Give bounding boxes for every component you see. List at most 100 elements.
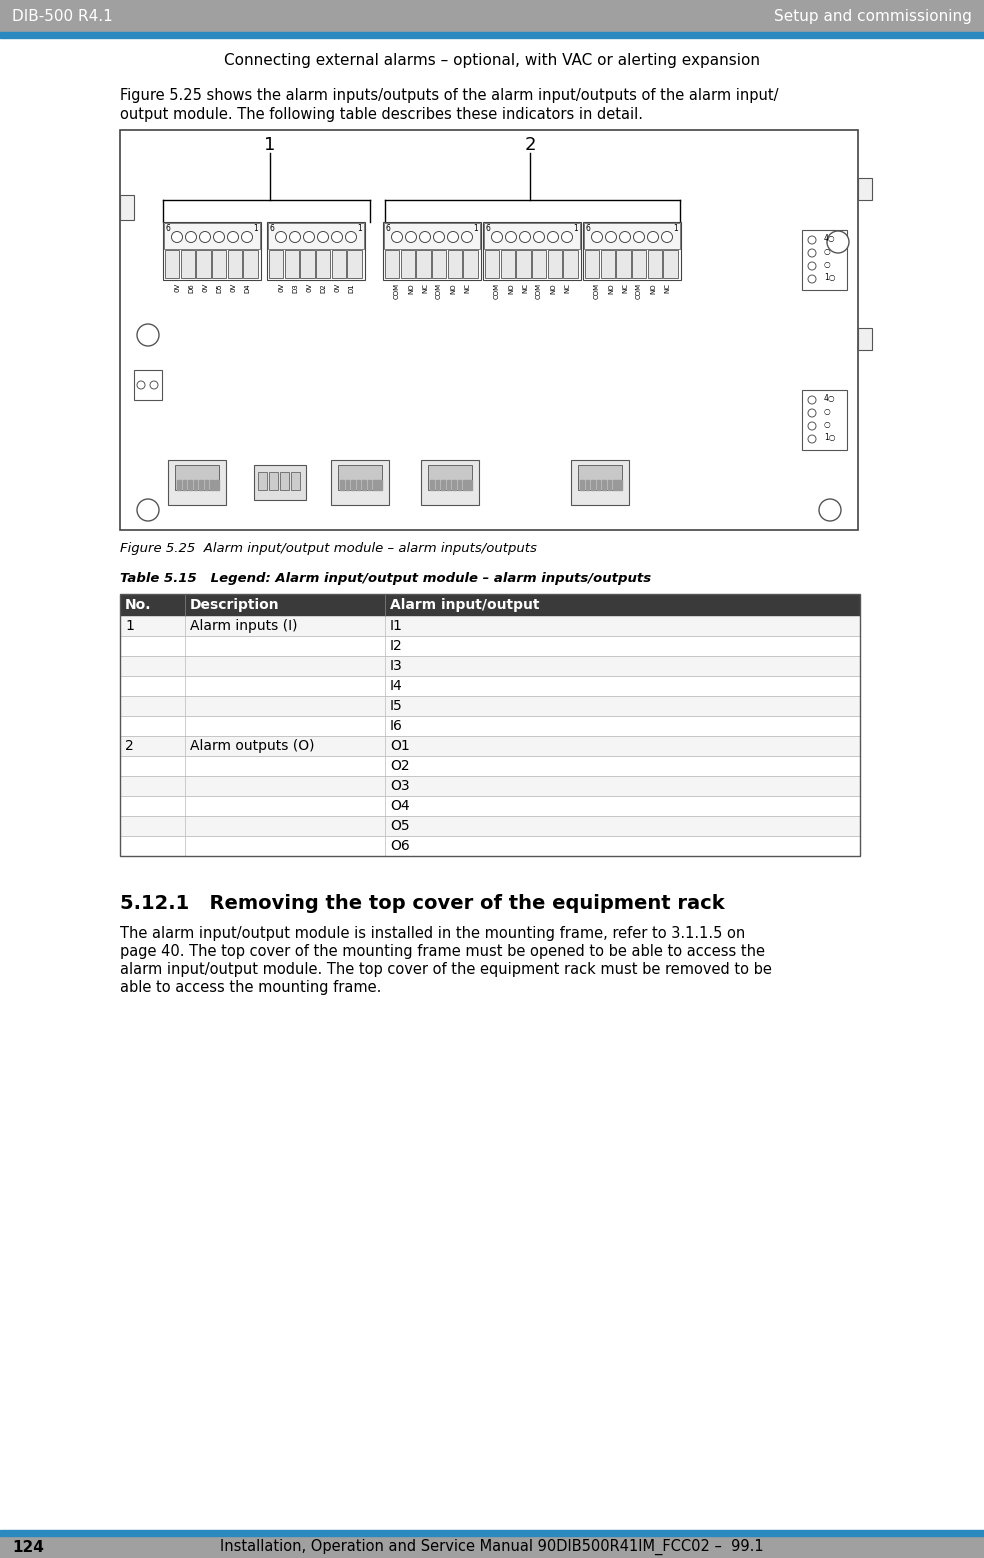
Text: COM: COM bbox=[494, 284, 500, 299]
Bar bbox=[268, 223, 364, 249]
Circle shape bbox=[808, 262, 816, 270]
Bar bbox=[120, 756, 860, 776]
Text: Alarm inputs (I): Alarm inputs (I) bbox=[190, 619, 297, 633]
Bar bbox=[291, 472, 300, 489]
Bar bbox=[351, 480, 355, 491]
Circle shape bbox=[827, 231, 849, 252]
Circle shape bbox=[808, 276, 816, 284]
Circle shape bbox=[605, 232, 617, 243]
Bar bbox=[120, 195, 134, 220]
Bar bbox=[177, 480, 181, 491]
Text: O3: O3 bbox=[390, 779, 409, 793]
Bar bbox=[134, 369, 162, 400]
Bar bbox=[205, 480, 208, 491]
Circle shape bbox=[634, 232, 645, 243]
Text: 2: 2 bbox=[125, 738, 134, 753]
Bar bbox=[430, 480, 434, 491]
Text: 0V: 0V bbox=[334, 284, 340, 293]
Text: NC: NC bbox=[664, 284, 670, 293]
Text: DIB-500 R4.1: DIB-500 R4.1 bbox=[12, 8, 113, 23]
Text: I2: I2 bbox=[390, 639, 402, 653]
Text: 1: 1 bbox=[253, 224, 258, 234]
Text: 0V: 0V bbox=[306, 284, 312, 293]
Bar bbox=[602, 480, 606, 491]
Bar bbox=[120, 676, 860, 696]
Text: I3: I3 bbox=[390, 659, 402, 673]
Bar bbox=[181, 251, 195, 277]
Bar bbox=[616, 251, 631, 277]
Bar bbox=[802, 390, 847, 450]
Bar bbox=[316, 251, 331, 277]
Circle shape bbox=[506, 232, 517, 243]
Circle shape bbox=[819, 499, 841, 520]
Text: 1: 1 bbox=[673, 224, 678, 234]
Text: NC: NC bbox=[564, 284, 570, 293]
Circle shape bbox=[186, 232, 197, 243]
Text: Alarm outputs (O): Alarm outputs (O) bbox=[190, 738, 315, 753]
Circle shape bbox=[448, 232, 459, 243]
Bar bbox=[548, 251, 562, 277]
Bar bbox=[300, 251, 315, 277]
Circle shape bbox=[171, 232, 182, 243]
Text: D3: D3 bbox=[292, 284, 298, 293]
Text: 1: 1 bbox=[256, 492, 261, 502]
Bar bbox=[428, 466, 471, 491]
Circle shape bbox=[214, 232, 224, 243]
Circle shape bbox=[276, 232, 286, 243]
Circle shape bbox=[461, 232, 472, 243]
Bar bbox=[585, 251, 599, 277]
Circle shape bbox=[332, 232, 342, 243]
Circle shape bbox=[562, 232, 573, 243]
Bar bbox=[383, 221, 481, 280]
Text: alarm input/output module. The top cover of the equipment rack must be removed t: alarm input/output module. The top cover… bbox=[120, 961, 771, 977]
Bar bbox=[436, 480, 439, 491]
Text: I4: I4 bbox=[390, 679, 402, 693]
Text: D4: D4 bbox=[244, 284, 250, 293]
Circle shape bbox=[137, 382, 145, 390]
Circle shape bbox=[533, 232, 544, 243]
Bar bbox=[164, 223, 260, 249]
Text: Installation, Operation and Service Manual 90DIB500R41IM_FCC02 –  99.1: Installation, Operation and Service Manu… bbox=[220, 1539, 764, 1555]
Circle shape bbox=[137, 324, 159, 346]
Circle shape bbox=[150, 382, 158, 390]
Circle shape bbox=[392, 232, 402, 243]
Bar bbox=[120, 816, 860, 837]
Bar bbox=[517, 251, 530, 277]
Bar bbox=[215, 480, 219, 491]
Bar bbox=[120, 594, 860, 615]
Bar bbox=[416, 251, 431, 277]
Text: 0V: 0V bbox=[174, 284, 180, 293]
Text: 0V: 0V bbox=[230, 284, 236, 293]
Text: 6: 6 bbox=[386, 224, 391, 234]
Text: No.: No. bbox=[125, 598, 152, 612]
Circle shape bbox=[434, 232, 445, 243]
Bar bbox=[347, 251, 361, 277]
Text: I6: I6 bbox=[390, 718, 402, 732]
Text: COM: COM bbox=[636, 284, 642, 299]
Bar bbox=[120, 776, 860, 796]
Bar bbox=[379, 480, 382, 491]
Text: Figure 5.25  Alarm input/output module – alarm inputs/outputs: Figure 5.25 Alarm input/output module – … bbox=[120, 542, 537, 555]
Bar bbox=[280, 472, 289, 489]
Text: NO: NO bbox=[650, 284, 656, 293]
Circle shape bbox=[345, 232, 356, 243]
Bar bbox=[284, 251, 299, 277]
Bar bbox=[0, 33, 984, 37]
Bar bbox=[210, 480, 214, 491]
Bar bbox=[194, 480, 197, 491]
Text: NO: NO bbox=[508, 284, 514, 293]
Bar bbox=[269, 472, 278, 489]
Bar bbox=[120, 594, 860, 855]
Bar bbox=[0, 1530, 984, 1536]
Bar bbox=[600, 251, 615, 277]
Bar bbox=[345, 480, 349, 491]
Text: Table 5.15   Legend: Alarm input/output module – alarm inputs/outputs: Table 5.15 Legend: Alarm input/output mo… bbox=[120, 572, 651, 584]
Bar bbox=[858, 178, 872, 199]
Circle shape bbox=[808, 249, 816, 257]
Bar bbox=[463, 480, 466, 491]
Bar bbox=[165, 251, 179, 277]
Text: COM: COM bbox=[594, 284, 600, 299]
Bar bbox=[120, 656, 860, 676]
Text: D1: D1 bbox=[348, 284, 354, 293]
Bar bbox=[188, 480, 192, 491]
